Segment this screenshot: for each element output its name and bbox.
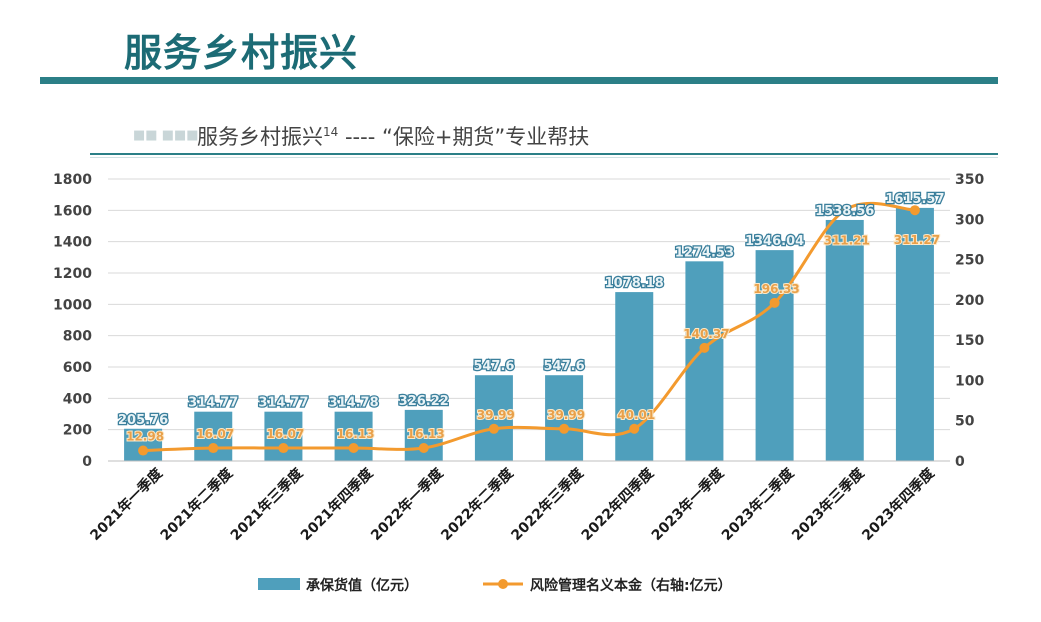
line-value-label: 16.07 (266, 427, 304, 441)
line-value-label: 196.33 (753, 282, 799, 296)
y-left-tick-label: 1600 (53, 203, 92, 219)
legend-bar-swatch (258, 578, 300, 590)
bar (124, 428, 163, 461)
line-point (208, 443, 219, 454)
x-category-label: 2022年三季度 (508, 464, 588, 544)
y-right-tick-label: 0 (955, 454, 965, 470)
subtitle-divider (90, 153, 998, 155)
line-value-label: 16.07 (196, 427, 234, 441)
bar (545, 375, 584, 461)
bar-value-label: 205.76 (118, 413, 168, 428)
y-left-tick-label: 200 (63, 423, 92, 439)
y-left-tick-label: 1800 (53, 172, 92, 188)
title-divider (40, 77, 998, 84)
y-left-tick-label: 800 (63, 329, 92, 345)
line-value-label: 16.13 (407, 427, 445, 441)
line-value-label: 12.98 (126, 430, 164, 444)
y-right-tick-label: 250 (955, 253, 984, 269)
line-value-label: 40.01 (617, 408, 655, 422)
line-point (629, 423, 640, 434)
y-left-tick-label: 1400 (53, 235, 92, 251)
x-category-label: 2021年二季度 (157, 464, 237, 544)
y-left-tick-label: 0 (82, 454, 92, 470)
bar-value-label: 326.22 (399, 394, 449, 409)
y-right-tick-label: 100 (955, 373, 984, 389)
line-value-label: 311.21 (824, 233, 870, 247)
bar (474, 375, 513, 461)
bar-value-label: 1615.57 (885, 192, 944, 207)
subtitle-divider-light (90, 157, 998, 158)
bar (615, 292, 654, 461)
chart-subtitle: 服务乡村振兴14 ---- “保险+期货”专业帮扶 (197, 121, 589, 151)
y-left-tick-label: 600 (63, 360, 92, 376)
x-category-label: 2022年二季度 (438, 464, 518, 544)
subtitle-superscript: 14 (323, 125, 339, 139)
line-value-label: 16.13 (337, 427, 375, 441)
y-left-tick-label: 1000 (53, 297, 92, 313)
x-category-label: 2022年四季度 (578, 464, 658, 544)
y-left-tick-label: 400 (63, 391, 92, 407)
bar-value-label: 314.78 (328, 396, 378, 411)
line-value-label: 39.99 (477, 408, 515, 422)
legend-line-marker (498, 579, 508, 589)
y-left-tick-label: 1200 (53, 266, 92, 282)
bar-value-label: 314.77 (188, 396, 238, 411)
line-value-label: 39.99 (547, 408, 585, 422)
y-right-tick-label: 350 (955, 172, 984, 188)
bar-value-label: 547.6 (473, 359, 514, 374)
x-category-label: 2023年三季度 (788, 464, 868, 544)
x-category-label: 2021年一季度 (87, 464, 167, 544)
x-category-label: 2022年一季度 (367, 464, 447, 544)
line-point (278, 443, 289, 454)
line-point (909, 205, 920, 216)
bar-value-label: 1538.56 (815, 204, 874, 219)
bar-value-label: 547.6 (544, 359, 585, 374)
x-category-label: 2023年四季度 (859, 464, 939, 544)
x-category-label: 2023年一季度 (648, 464, 728, 544)
line-value-label: 311.27 (894, 233, 940, 247)
bar-value-label: 1274.53 (675, 245, 734, 260)
x-category-label: 2021年三季度 (227, 464, 307, 544)
line-point (699, 342, 710, 353)
legend-line-label: 风险管理名义本金（右轴:亿元） (530, 577, 732, 594)
line-point (348, 443, 359, 454)
bar-value-label: 1078.18 (605, 276, 664, 291)
bar (825, 219, 864, 461)
y-right-tick-label: 300 (955, 212, 984, 228)
bar-value-label: 314.77 (258, 396, 308, 411)
bar-value-label: 1346.04 (745, 234, 804, 249)
subtitle-main: 服务乡村振兴 (197, 125, 323, 149)
line-point (559, 423, 570, 434)
y-right-tick-label: 50 (955, 414, 975, 430)
y-right-tick-label: 150 (955, 333, 984, 349)
line-point (839, 205, 850, 216)
line-point (138, 445, 149, 456)
line-point (488, 423, 499, 434)
x-category-label: 2023年二季度 (718, 464, 798, 544)
line-value-label: 140.37 (683, 327, 729, 341)
x-category-label: 2021年四季度 (297, 464, 377, 544)
faint-prefix-text: ■■ ■■■ (133, 128, 199, 143)
line-point (769, 297, 780, 308)
page-title: 服务乡村振兴 (124, 31, 359, 75)
legend-bar-label: 承保货值（亿元） (306, 577, 418, 594)
y-right-tick-label: 200 (955, 293, 984, 309)
bar (895, 207, 934, 461)
line-point (418, 443, 429, 454)
subtitle-rest: ---- “保险+期货”专业帮扶 (338, 125, 590, 149)
